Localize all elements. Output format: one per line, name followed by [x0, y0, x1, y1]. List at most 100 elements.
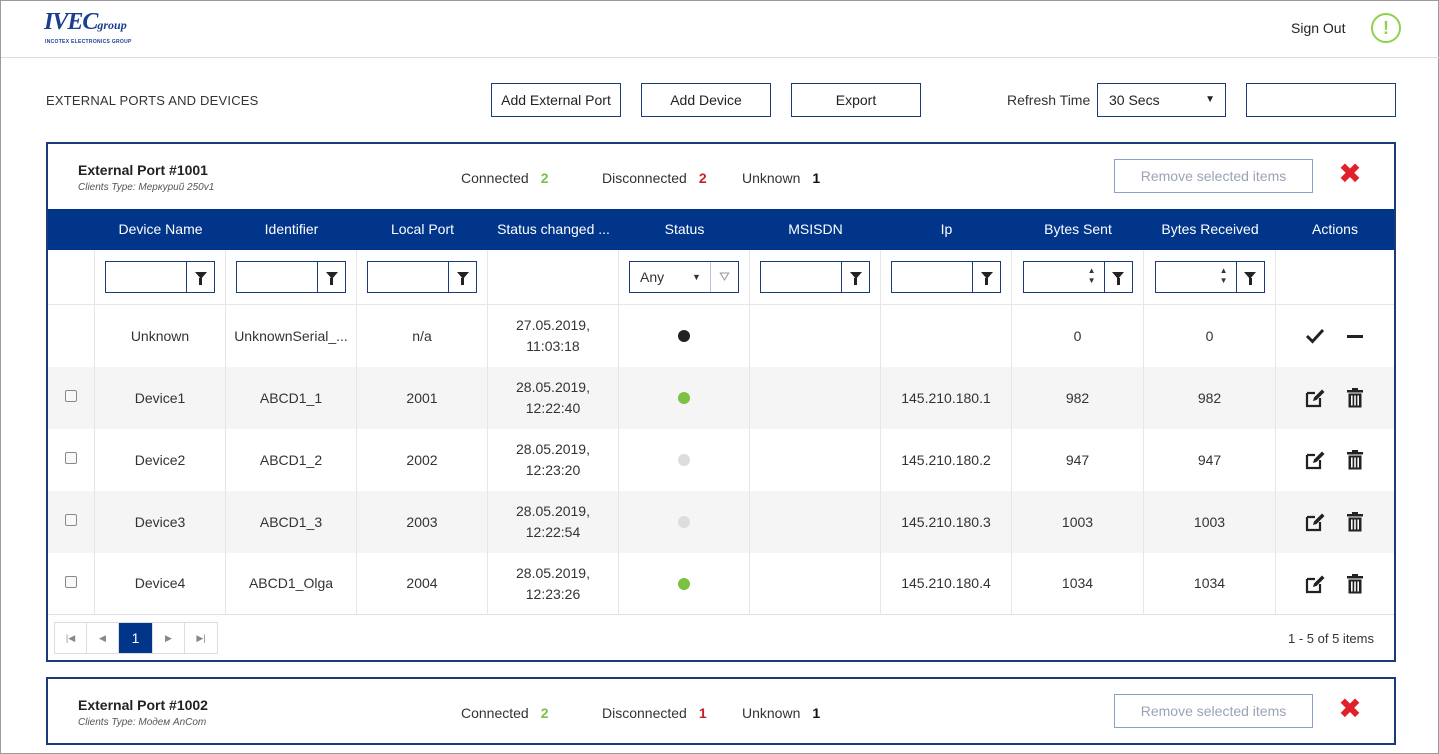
refresh-time-value: 30 Secs	[1109, 92, 1160, 108]
device-identifier: ABCD1_1	[226, 367, 357, 429]
status-filter-select[interactable]: Any ▼ ⛛	[629, 261, 739, 293]
device-status	[619, 491, 750, 553]
export-button[interactable]: Export	[791, 83, 921, 117]
reject-minus-icon[interactable]	[1344, 325, 1366, 347]
device-identifier: ABCD1_2	[226, 429, 357, 491]
unknown-count: 1	[812, 170, 821, 186]
filter-icon[interactable]	[1103, 262, 1132, 292]
edit-icon[interactable]	[1304, 449, 1326, 471]
status-unknown-icon	[678, 330, 690, 342]
device-identifier: ABCD1_3	[226, 491, 357, 553]
header-status[interactable]: Status	[664, 221, 705, 237]
page-number-current[interactable]: 1	[119, 623, 153, 653]
device-status	[619, 367, 750, 429]
filter-ip	[881, 250, 1012, 304]
connected-count: 2	[540, 170, 549, 186]
filter-icon[interactable]	[1235, 262, 1264, 292]
delete-trash-icon[interactable]	[1344, 573, 1366, 595]
refresh-time-select[interactable]: 30 Secs ▼	[1097, 83, 1226, 117]
accept-check-icon[interactable]	[1304, 325, 1326, 347]
search-input[interactable]	[1246, 83, 1396, 117]
device-bytes-sent: 947	[1012, 429, 1144, 491]
device-bytes-sent: 1003	[1012, 491, 1144, 553]
spinner-arrows-icon[interactable]: ▲ ▼	[1219, 266, 1228, 285]
company-logo[interactable]: IVECgroup INCOTEX ELECTRONICS GROUP	[44, 9, 144, 49]
device-ip: 145.210.180.2	[881, 429, 1012, 491]
device-local-port: 2001	[357, 367, 488, 429]
device-msisdn	[750, 429, 881, 491]
device-status-changed: 28.05.2019, 12:23:26	[488, 553, 619, 614]
filter-device-name-input[interactable]	[105, 261, 215, 293]
row-checkbox[interactable]	[65, 390, 77, 402]
filter-bytes-received-input[interactable]: ▲ ▼	[1154, 261, 1265, 293]
filter-bytes-sent: ▲ ▼	[1012, 250, 1144, 304]
disconnected-count: 1	[698, 705, 707, 721]
filter-icon[interactable]	[972, 262, 1000, 292]
alert-icon[interactable]: !	[1371, 13, 1401, 43]
filter-local-port-input[interactable]	[367, 261, 477, 293]
header-bytes-received[interactable]: Bytes Received	[1161, 221, 1259, 237]
connected-count: 2	[540, 705, 549, 721]
device-name: Device2	[95, 429, 226, 491]
filter-icon[interactable]	[841, 262, 869, 292]
prev-page-icon[interactable]: ◀	[87, 623, 119, 653]
next-page-icon[interactable]: ▶	[153, 623, 185, 653]
header-ip[interactable]: Ip	[940, 221, 953, 237]
filter-icon[interactable]	[186, 262, 214, 292]
port-clients-type: Clients Type: Меркурий 250v1	[78, 182, 215, 193]
device-name: Unknown	[95, 305, 226, 367]
add-external-port-button[interactable]: Add External Port	[491, 83, 621, 117]
close-icon[interactable]: ✖	[1338, 693, 1362, 724]
delete-trash-icon[interactable]	[1344, 511, 1366, 533]
add-device-button[interactable]: Add Device	[641, 83, 771, 117]
filter-empty	[48, 250, 95, 304]
row-checkbox[interactable]	[65, 514, 77, 526]
table-row: Device4 ABCD1_Olga 2004 28.05.2019, 12:23…	[48, 553, 1394, 615]
header-msisdn[interactable]: MSISDN	[788, 221, 843, 237]
row-select-empty	[48, 305, 95, 367]
first-page-icon[interactable]: |◀	[55, 623, 87, 653]
table-row: Device1 ABCD1_1 2001 28.05.2019, 12:22:40…	[48, 367, 1394, 429]
filter-bytes-sent-input[interactable]: ▲ ▼	[1022, 261, 1133, 293]
row-checkbox[interactable]	[65, 452, 77, 464]
edit-icon[interactable]	[1304, 387, 1326, 409]
filter-bytes-received: ▲ ▼	[1144, 250, 1276, 304]
header-bytes-sent[interactable]: Bytes Sent	[1044, 221, 1112, 237]
filter-msisdn	[750, 250, 881, 304]
device-name: Device3	[95, 491, 226, 553]
header-identifier[interactable]: Identifier	[264, 221, 319, 237]
close-icon[interactable]: ✖	[1338, 158, 1362, 189]
header-device-name[interactable]: Device Name	[118, 221, 203, 237]
edit-icon[interactable]	[1304, 511, 1326, 533]
device-bytes-received: 947	[1144, 429, 1276, 491]
filter-icon[interactable]	[448, 262, 476, 292]
filter-status: Any ▼ ⛛	[619, 250, 750, 304]
device-actions	[1276, 491, 1394, 553]
remove-selected-button[interactable]: Remove selected items	[1114, 159, 1313, 193]
clear-filter-icon[interactable]: ⛛	[710, 262, 738, 292]
device-bytes-received: 982	[1144, 367, 1276, 429]
header-status-changed[interactable]: Status changed ...	[497, 221, 610, 237]
last-page-icon[interactable]: ▶|	[196, 632, 206, 643]
device-local-port: 2004	[357, 553, 488, 614]
row-checkbox[interactable]	[65, 575, 77, 588]
header-local-port[interactable]: Local Port	[390, 221, 455, 237]
disconnected-stat: Disconnected 2	[602, 170, 707, 186]
port-title: External Port #1002	[78, 697, 208, 713]
filter-ip-input[interactable]	[891, 261, 1001, 293]
filter-msisdn-input[interactable]	[760, 261, 870, 293]
filter-icon[interactable]	[317, 262, 345, 292]
delete-trash-icon[interactable]	[1344, 387, 1366, 409]
delete-trash-icon[interactable]	[1344, 449, 1366, 471]
sign-out-link[interactable]: Sign Out	[1291, 20, 1346, 36]
status-disconnected-icon	[678, 454, 690, 466]
remove-selected-button[interactable]: Remove selected items	[1114, 694, 1313, 728]
filter-identifier	[226, 250, 357, 304]
spinner-arrows-icon[interactable]: ▲ ▼	[1087, 266, 1096, 285]
table-row: Device3 ABCD1_3 2003 28.05.2019, 12:22:54…	[48, 491, 1394, 553]
status-connected-icon	[678, 577, 690, 590]
edit-icon[interactable]	[1304, 573, 1326, 595]
filter-row: Any ▼ ⛛ ▲ ▼ ▲ ▼	[48, 250, 1394, 305]
filter-identifier-input[interactable]	[236, 261, 346, 293]
device-status-changed: 28.05.2019, 12:22:54	[488, 491, 619, 553]
